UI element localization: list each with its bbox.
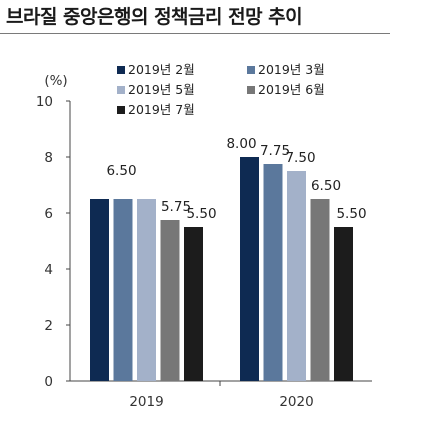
y-tick-label: 0 bbox=[44, 374, 53, 390]
y-axis-label: (%) bbox=[44, 73, 67, 89]
data-label: 5.50 bbox=[186, 206, 216, 222]
legend-label: 2019년 6월 bbox=[258, 82, 325, 97]
y-tick-label: 4 bbox=[44, 262, 53, 278]
chart-title: 브라질 중앙은행의 정책금리 전망 추이 bbox=[6, 6, 303, 28]
data-label: 7.50 bbox=[285, 150, 315, 166]
legend-label: 2019년 5월 bbox=[128, 82, 195, 97]
bar bbox=[90, 199, 109, 381]
legend-swatch bbox=[247, 66, 255, 74]
bar bbox=[263, 164, 283, 381]
legend-swatch bbox=[117, 86, 125, 94]
legend-label: 2019년 7월 bbox=[128, 102, 195, 117]
bar bbox=[184, 227, 203, 381]
legend-label: 2019년 3월 bbox=[258, 62, 325, 77]
bar bbox=[240, 157, 259, 381]
x-tick-label: 2019 bbox=[129, 394, 163, 410]
bar bbox=[287, 171, 306, 381]
data-label: 6.50 bbox=[106, 163, 136, 179]
bar bbox=[334, 227, 353, 381]
bar bbox=[113, 199, 133, 381]
y-tick-label: 8 bbox=[44, 150, 53, 166]
y-tick-label: 10 bbox=[36, 94, 53, 110]
data-labels: 6.50 8.00 7.757.50 5.75 6.50 5.50 5.50 bbox=[106, 136, 366, 222]
y-tick-label: 2 bbox=[44, 318, 53, 334]
legend-swatch bbox=[117, 66, 125, 74]
legend-label: 2019년 2월 bbox=[128, 62, 195, 77]
bar bbox=[137, 199, 156, 381]
y-tick-label: 6 bbox=[44, 206, 53, 222]
axes: 0 2 4 6 8 10 (%) 2019 2020 bbox=[36, 73, 372, 410]
bar bbox=[310, 199, 330, 381]
data-label: 7.75 bbox=[260, 143, 290, 159]
data-label: 8.00 bbox=[226, 136, 256, 152]
legend: 2019년 2월 2019년 3월 2019년 5월 2019년 6월 2019년 7월 bbox=[117, 62, 325, 117]
bar bbox=[160, 220, 180, 381]
bars bbox=[90, 157, 353, 381]
x-tick-label: 2020 bbox=[279, 394, 313, 410]
legend-swatch bbox=[247, 86, 255, 94]
data-label: 6.50 bbox=[311, 178, 341, 194]
legend-swatch bbox=[117, 106, 125, 114]
data-label: 5.75 bbox=[161, 199, 191, 215]
title-divider bbox=[0, 33, 390, 34]
data-label: 5.50 bbox=[336, 206, 366, 222]
